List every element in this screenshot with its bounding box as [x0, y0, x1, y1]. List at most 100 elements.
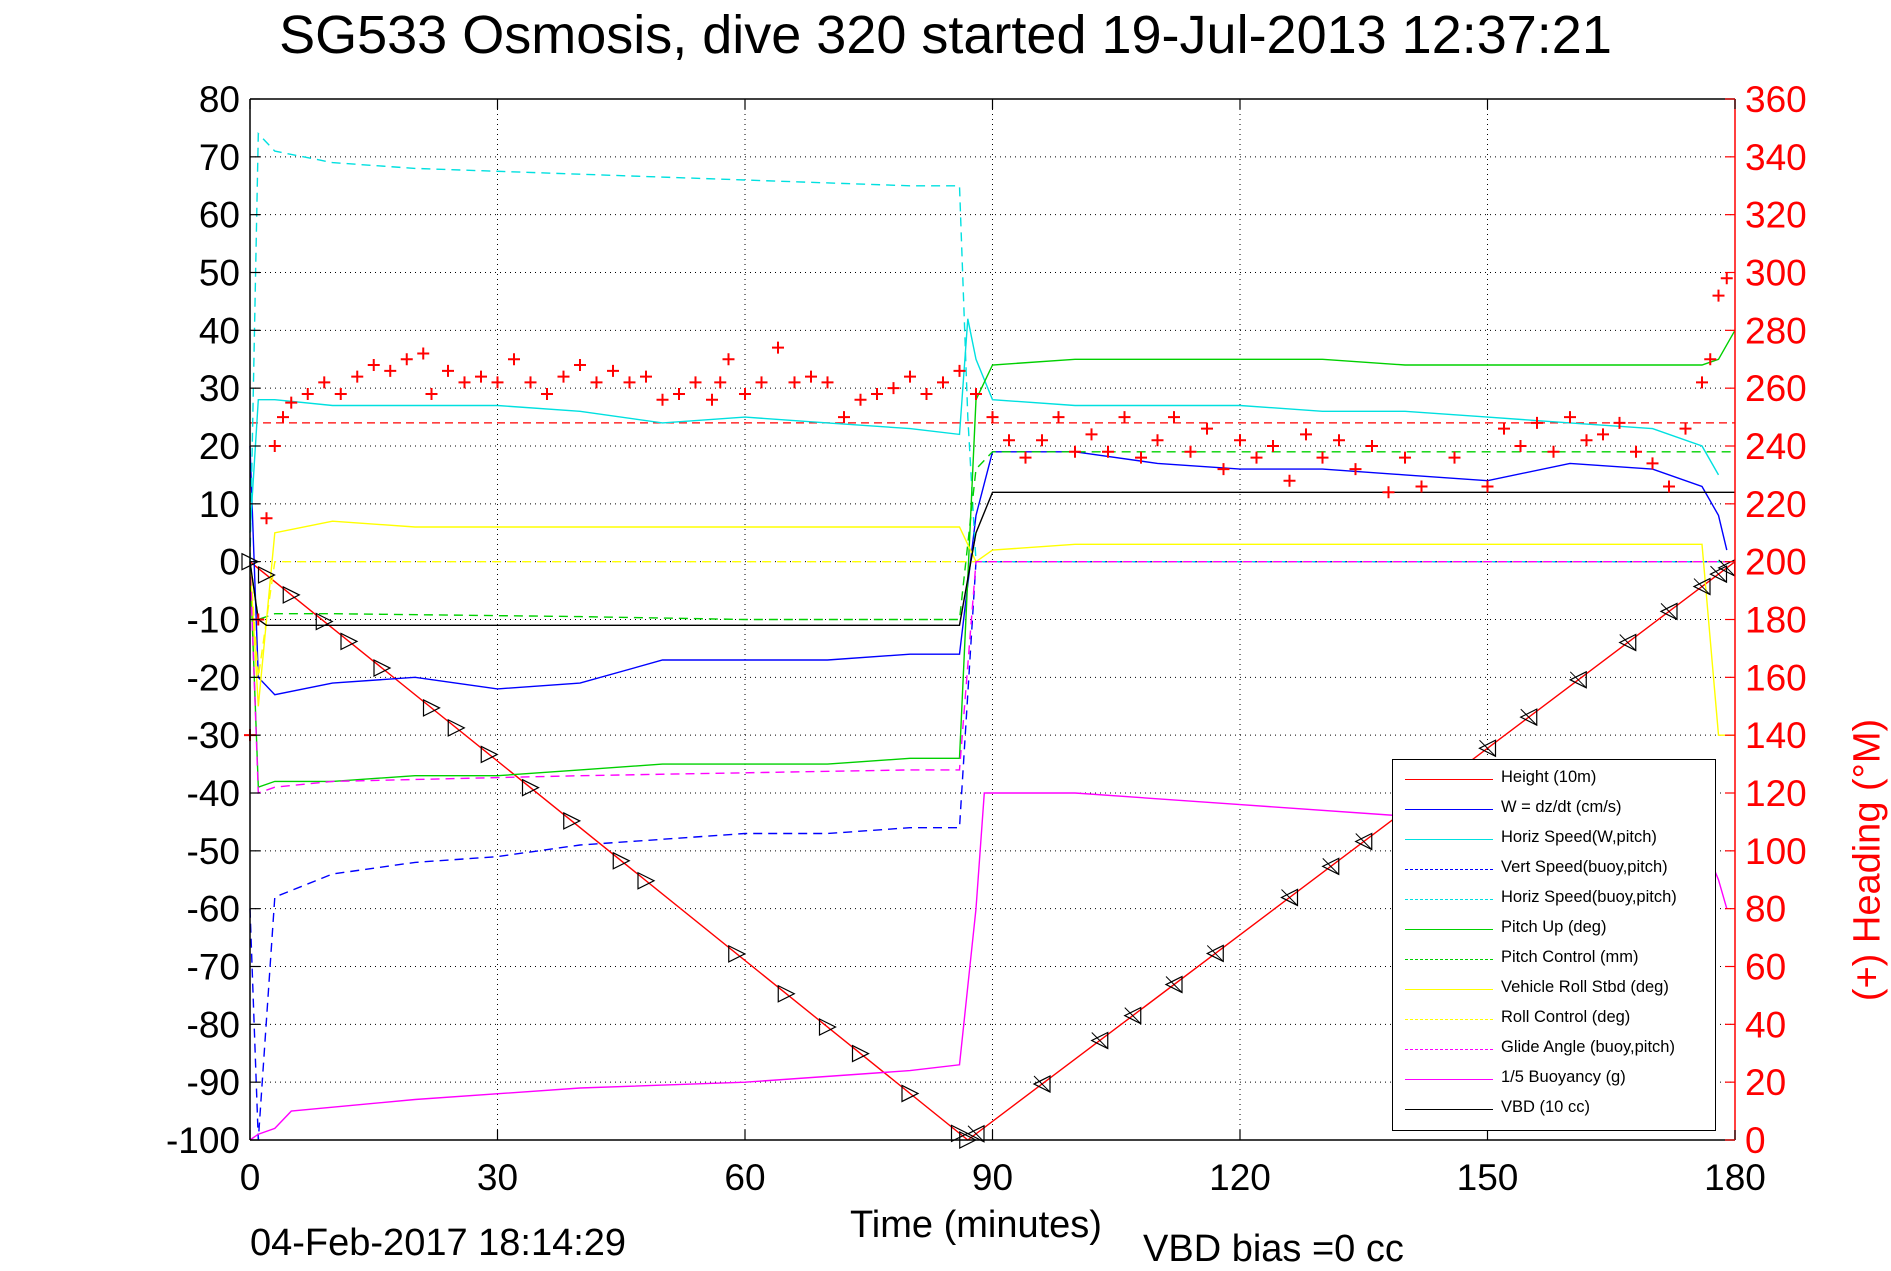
heading-marker — [607, 364, 619, 377]
heading-marker — [318, 376, 331, 389]
legend-entry: Pitch Up (deg) — [1393, 914, 1717, 944]
heading-marker — [1201, 422, 1213, 435]
series-line-3 — [249, 561, 1735, 1141]
heading-marker — [1184, 445, 1197, 458]
x-tick-label: 150 — [1457, 1157, 1519, 1198]
heading-marker — [1168, 411, 1180, 424]
generated-timestamp: 04-Feb-2017 18:14:29 — [250, 1222, 627, 1264]
heading-marker — [400, 353, 413, 366]
heading-marker — [854, 393, 867, 406]
heading-marker — [887, 382, 900, 395]
y2-tick-label: 260 — [1745, 368, 1807, 409]
depth-marker — [1618, 633, 1637, 652]
series-line-2 — [249, 318, 1720, 533]
legend-entry: VBD (10 cc) — [1393, 1094, 1717, 1124]
depth-marker-cross — [1165, 976, 1183, 993]
y-tick-label: -100 — [166, 1120, 240, 1161]
heading-marker — [1349, 463, 1362, 476]
heading-marker — [1564, 411, 1576, 424]
heading-marker — [1382, 486, 1395, 499]
y2-tick-label: 100 — [1745, 831, 1807, 872]
depth-marker — [282, 585, 301, 604]
legend-swatch — [1405, 959, 1493, 960]
depth-marker-cross — [967, 1125, 985, 1143]
legend: Height (10m) W = dz/dt (cm/s) Horiz Speed(… — [1392, 759, 1716, 1131]
heading-marker — [425, 387, 438, 400]
heading-marker — [277, 411, 289, 424]
y-tick-label: -80 — [187, 1004, 240, 1045]
legend-label: VBD (10 cc) — [1501, 1098, 1590, 1116]
depth-marker-cross — [1322, 858, 1340, 875]
y2-tick-label: 340 — [1745, 137, 1807, 178]
heading-marker — [1481, 480, 1494, 493]
heading-marker — [1283, 474, 1296, 487]
x-tick-label: 120 — [1209, 1157, 1271, 1198]
heading-marker — [904, 370, 916, 383]
legend-swatch — [1405, 989, 1493, 990]
heading-marker — [1003, 434, 1015, 447]
legend-swatch — [1405, 899, 1493, 900]
heading-marker — [557, 370, 570, 383]
heading-marker — [689, 376, 702, 389]
depth-marker — [422, 698, 441, 717]
y2-tick-label: 140 — [1745, 715, 1807, 756]
vbd-bias-label: VBD bias =0 cc — [1143, 1228, 1404, 1270]
legend-entry: Vehicle Roll Stbd (deg) — [1393, 974, 1717, 1004]
heading-marker — [458, 376, 471, 389]
heading-marker — [285, 396, 298, 409]
y2-tick-label: 320 — [1745, 195, 1807, 236]
x-tick-label: 0 — [240, 1157, 261, 1198]
legend-entry: Horiz Speed(W,pitch) — [1393, 824, 1717, 854]
legend-swatch — [1405, 839, 1493, 840]
depth-marker — [1354, 832, 1373, 851]
heading-marker — [1415, 480, 1428, 493]
heading-marker — [1514, 440, 1527, 452]
y-tick-label: 0 — [219, 542, 240, 583]
heading-marker — [1069, 445, 1081, 458]
y2-tick-label: 160 — [1745, 657, 1807, 698]
series-line-9 — [249, 561, 1735, 794]
y2-tick-label: 120 — [1745, 773, 1807, 814]
heading-marker — [755, 376, 768, 389]
legend-label: Height (10m) — [1501, 768, 1597, 786]
heading-marker — [574, 359, 586, 372]
heading-marker — [1019, 451, 1032, 464]
depth-marker — [1164, 975, 1183, 994]
y2-tick-label: 220 — [1745, 484, 1807, 525]
y-tick-label: 50 — [199, 253, 240, 294]
legend-entry: Roll Control (deg) — [1393, 1004, 1717, 1034]
heading-marker — [1234, 434, 1246, 447]
x-tick-label: 90 — [972, 1157, 1013, 1198]
heading-marker — [871, 387, 883, 400]
heading-marker — [1580, 434, 1593, 447]
heading-marker — [640, 370, 652, 383]
heading-marker — [673, 387, 685, 400]
legend-label: Pitch Control (mm) — [1501, 948, 1639, 966]
y2-tick-label: 360 — [1745, 79, 1807, 120]
heading-marker — [623, 376, 636, 389]
depth-marker — [1280, 888, 1299, 907]
heading-marker — [301, 387, 314, 400]
heading-marker — [367, 359, 380, 372]
heading-marker — [706, 393, 718, 406]
depth-marker-cross — [1710, 565, 1727, 583]
legend-label: Roll Control (deg) — [1501, 1008, 1631, 1026]
heading-marker — [590, 376, 603, 389]
y-tick-label: -40 — [187, 773, 240, 814]
y2-tick-label: 80 — [1745, 889, 1786, 930]
depth-marker — [637, 871, 656, 890]
legend-swatch — [1405, 869, 1493, 870]
heading-marker — [491, 376, 504, 389]
heading-marker — [1597, 428, 1609, 441]
y-tick-label: -70 — [187, 947, 240, 988]
depth-marker — [1478, 739, 1497, 758]
depth-marker-cross — [1520, 708, 1538, 726]
y-tick-label: 40 — [199, 310, 240, 351]
heading-marker — [970, 387, 982, 400]
heading-marker — [937, 376, 949, 389]
depth-marker — [851, 1044, 870, 1063]
y-tick-label: 80 — [199, 79, 240, 120]
legend-swatch — [1405, 1079, 1493, 1080]
depth-marker — [1659, 602, 1678, 621]
legend-entry: Vert Speed(buoy,pitch) — [1393, 854, 1717, 884]
